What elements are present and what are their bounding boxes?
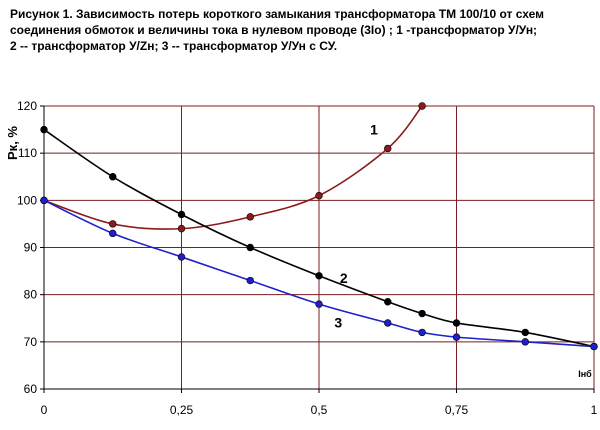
series-label-1: 1 <box>370 121 378 137</box>
caption-line-1: Рисунок 1. Зависимость потерь короткого … <box>10 7 544 21</box>
series-2-point-8 <box>521 328 529 337</box>
series-3-point-5 <box>384 319 392 327</box>
series-3-point-9 <box>590 342 598 351</box>
series-label-2: 2 <box>340 270 348 286</box>
series-2-point-7 <box>452 319 461 327</box>
x-axis-label: Iнб <box>578 369 592 379</box>
y-tick-label-3: 90 <box>24 241 38 255</box>
series-3-point-3 <box>246 276 254 285</box>
series-line-2 <box>43 128 595 348</box>
series-3-point-6 <box>418 328 426 337</box>
series-2-point-1 <box>109 173 117 181</box>
series-3-point-0 <box>40 196 48 205</box>
series-1-point-2 <box>177 224 186 233</box>
tick-labels: 60 70 80 90 100 110 120 0 0,25 0,5 0,75 1 <box>17 99 598 417</box>
series-3-point-1 <box>109 229 117 238</box>
y-tick-label-1: 70 <box>24 335 38 349</box>
series-1-point-1 <box>109 220 117 228</box>
figure-caption: Рисунок 1. Зависимость потерь короткого … <box>10 6 590 54</box>
series-3-point-8 <box>521 338 529 346</box>
series-markers <box>40 102 598 351</box>
y-axis-label: Рк, % <box>5 126 20 160</box>
series-line-3 <box>43 199 595 348</box>
series-1-point-5 <box>384 144 392 153</box>
x-tick-label-2: 0,5 <box>311 403 328 417</box>
y-tick-label-6: 120 <box>17 99 37 113</box>
y-tick-label-2: 80 <box>24 288 38 302</box>
caption-line-2: соединения обмоток и величины тока в нул… <box>10 23 538 37</box>
grid-lines <box>44 105 595 389</box>
caption-line-3: 2 -- трансформатор У/Zн; 3 -- трансформа… <box>10 39 338 53</box>
series-1-point-3 <box>246 213 254 221</box>
series-2-point-3 <box>246 243 254 252</box>
x-tick-label-3: 0,75 <box>445 403 469 417</box>
series-2-point-2 <box>177 210 186 219</box>
series-labels: 1 2 3 <box>334 121 378 330</box>
series-3-point-2 <box>177 253 186 261</box>
series-1-point-6 <box>418 102 426 110</box>
series-1-point-4 <box>315 191 323 200</box>
y-tick-label-0: 60 <box>24 382 38 396</box>
series-3-point-4 <box>315 300 323 308</box>
series-line-1 <box>43 105 423 230</box>
series-2-point-6 <box>418 309 426 318</box>
series-2-point-0 <box>40 125 48 134</box>
series-label-3: 3 <box>334 315 342 331</box>
x-tick-label-0: 0 <box>41 403 48 417</box>
x-tick-label-4: 1 <box>591 403 598 417</box>
series-3-point-7 <box>452 333 461 341</box>
axes <box>40 105 595 393</box>
y-tick-label-4: 100 <box>17 193 37 207</box>
x-tick-label-1: 0,25 <box>170 403 194 417</box>
series-2-point-4 <box>315 272 323 280</box>
y-tick-label-5: 110 <box>18 146 37 160</box>
series-2-point-5 <box>384 298 392 306</box>
